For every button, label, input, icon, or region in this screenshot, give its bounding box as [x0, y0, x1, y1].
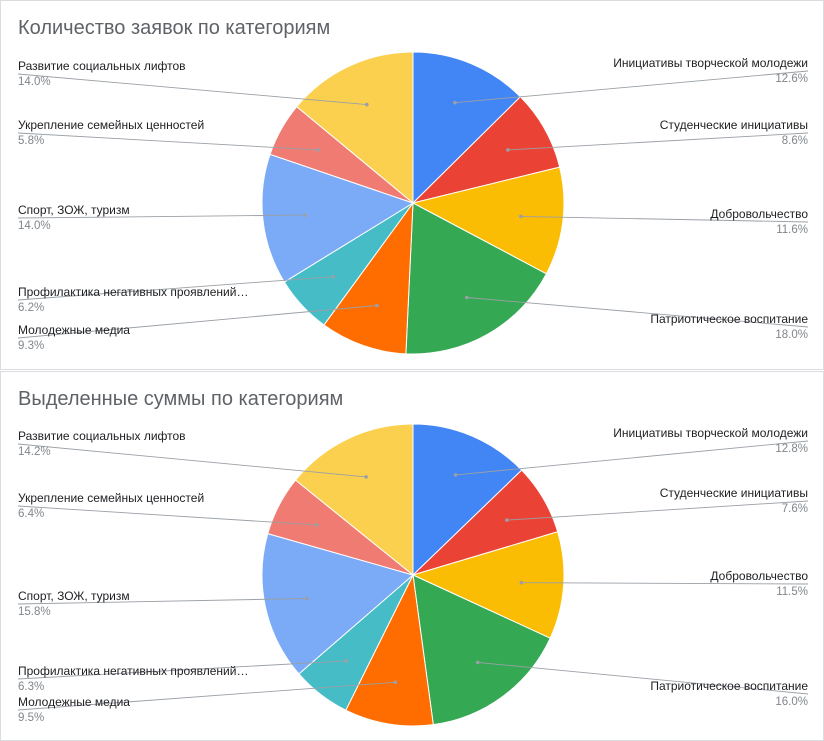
chart-panel-applications: Количество заявок по категориям Инициати…: [0, 0, 824, 370]
leader-line: [454, 70, 809, 104]
slice-value-label: 9.3%: [18, 340, 44, 352]
leader-dot: [316, 148, 320, 152]
leader-line: [466, 297, 809, 328]
leader-line: [17, 443, 367, 478]
slice-label-укрепление-семейных-ценностей: Укрепление семейных ценностей: [18, 118, 204, 132]
pie-slice-молодежные-медиа[interactable]: [345, 573, 434, 727]
slice-label-профилактика-негативных-проявлений: Профилактика негативных проявлений…: [18, 664, 248, 678]
slice-value-label: 6.3%: [18, 681, 44, 693]
slice-value-label: 15.8%: [18, 606, 51, 618]
leader-line: [506, 500, 809, 521]
pie-slice-добровольчество[interactable]: [411, 166, 565, 275]
leader-line: [17, 660, 347, 680]
leader-dot: [364, 475, 368, 479]
slice-value-label: 12.8%: [775, 443, 808, 455]
pie-slice-спорт-зож-туризм[interactable]: [261, 153, 415, 283]
slice-label-развитие-социальных-лифтов: Развитие социальных лифтов: [18, 429, 186, 443]
leader-line: [507, 132, 809, 151]
pie-labels: Инициативы творческой молодежи 12.6% Студе…: [17, 56, 809, 352]
slice-label-профилактика-негативных-проявлений: Профилактика негативных проявлений…: [18, 285, 248, 299]
pie-slice-развитие-социальных-лифтов[interactable]: [296, 51, 414, 205]
leader-line: [520, 215, 809, 223]
leader-line: [17, 276, 334, 301]
slice-value-label: 9.5%: [18, 712, 44, 724]
slice-value-label: 18.0%: [775, 329, 808, 341]
slice-label-спорт-зож-туризм: Спорт, ЗОЖ, туризм: [18, 203, 130, 217]
slice-label-инициативы-творческой-молодежи: Инициативы творческой молодежи: [613, 56, 808, 70]
pie-chart-amounts: Инициативы творческой молодежи 12.8% Студе…: [17, 423, 809, 727]
pie-chart-applications: Инициативы творческой молодежи 12.6% Студе…: [17, 51, 809, 355]
pie-slice-молодежные-медиа[interactable]: [323, 201, 414, 355]
slice-label-добровольчество: Добровольчество: [710, 569, 808, 583]
slice-label-патриотическое-воспитание: Патриотическое воспитание: [650, 679, 808, 693]
slice-value-label: 5.8%: [18, 135, 44, 147]
leader-line: [17, 681, 396, 711]
slice-label-добровольчество: Добровольчество: [710, 207, 808, 221]
pie-slice-добровольчество[interactable]: [411, 531, 565, 639]
slice-value-label: 14.2%: [18, 446, 51, 458]
slice-value-label: 11.6%: [776, 224, 808, 236]
pie-slice-патриотическое-воспитание[interactable]: [405, 202, 548, 355]
leader-line: [521, 582, 809, 585]
pie-slice-спорт-зож-туризм[interactable]: [261, 532, 415, 675]
pie-slice-инициативы-творческой-молодежи[interactable]: [412, 51, 522, 205]
slice-label-инициативы-творческой-молодежи: Инициативы творческой молодежи: [613, 426, 808, 440]
pie-slice-развитие-социальных-лифтов[interactable]: [294, 423, 414, 577]
leader-line: [17, 305, 377, 339]
leader-dot: [375, 303, 379, 308]
pie-slices: [261, 423, 565, 727]
leader-dot: [314, 523, 319, 527]
pie-labels: Инициативы творческой молодежи 12.8% Студе…: [17, 426, 809, 724]
chart-panel-amounts: Выделенные суммы по категориям Инициатив…: [0, 371, 824, 741]
pie-slice-инициативы-творческой-молодежи[interactable]: [412, 423, 523, 577]
slice-label-молодежные-медиа: Молодежные медиа: [18, 323, 130, 337]
leader-line: [17, 214, 306, 219]
slice-label-патриотическое-воспитание: Патриотическое воспитание: [650, 312, 808, 326]
leader-dot: [305, 596, 309, 601]
slice-label-молодежные-медиа: Молодежные медиа: [18, 695, 130, 709]
leader-line: [455, 440, 809, 476]
slice-value-label: 12.6%: [775, 73, 808, 85]
chart-title: Выделенные суммы по категориям: [18, 388, 344, 410]
leader-line: [17, 73, 367, 106]
leader-dot: [331, 274, 335, 279]
slice-value-label: 14.0%: [18, 220, 51, 232]
pie-slice-патриотическое-воспитание[interactable]: [412, 574, 551, 726]
chart-title: Количество заявок по категориям: [18, 17, 331, 39]
slice-value-label: 6.4%: [18, 508, 44, 520]
leader-line: [17, 132, 319, 151]
leader-line: [17, 505, 317, 526]
slice-label-спорт-зож-туризм: Спорт, ЗОЖ, туризм: [18, 589, 130, 603]
slice-value-label: 16.0%: [775, 696, 808, 708]
slice-value-label: 14.0%: [18, 76, 51, 88]
leader-dot: [344, 659, 349, 663]
slice-value-label: 6.2%: [18, 302, 44, 314]
slice-value-label: 7.6%: [782, 503, 808, 515]
slice-label-студенческие-инициативы: Студенческие инициативы: [660, 118, 808, 132]
slice-label-укрепление-семейных-ценностей: Укрепление семейных ценностей: [18, 491, 204, 505]
leader-line: [477, 661, 809, 695]
slice-value-label: 8.6%: [782, 135, 808, 147]
slice-label-студенческие-инициативы: Студенческие инициативы: [660, 486, 808, 500]
leader-dot: [453, 473, 458, 477]
leader-line: [17, 598, 307, 605]
slice-value-label: 11.5%: [776, 586, 808, 598]
slice-label-развитие-социальных-лифтов: Развитие социальных лифтов: [18, 59, 186, 73]
pie-slices: [261, 51, 565, 355]
